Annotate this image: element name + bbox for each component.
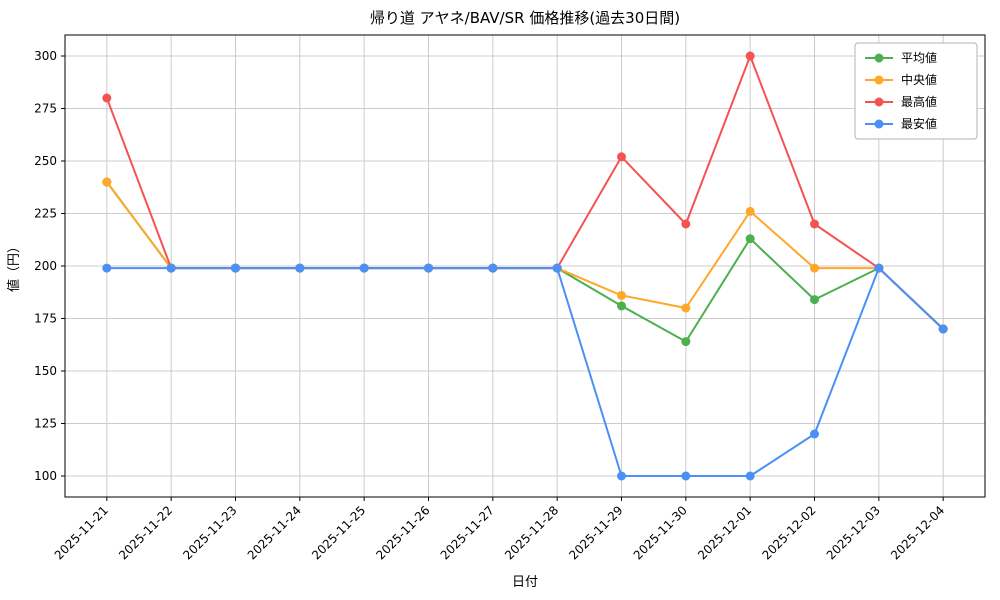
x-tick-label: 2025-12-03 [824, 503, 883, 562]
x-tick-label: 2025-11-30 [631, 503, 690, 562]
x-tick-label: 2025-12-01 [695, 503, 754, 562]
x-tick-label: 2025-11-29 [566, 503, 625, 562]
x-tick-label: 2025-11-24 [245, 503, 304, 562]
y-tick-label: 200 [34, 259, 57, 273]
x-tick-label: 2025-12-04 [888, 503, 947, 562]
chart-title: 帰り道 アヤネ/BAV/SR 価格推移(過去30日間) [370, 9, 680, 27]
y-tick-label: 225 [34, 207, 57, 221]
series-lowest [102, 263, 948, 481]
x-tick-label: 2025-11-27 [438, 503, 497, 562]
y-tick-label: 275 [34, 102, 57, 116]
y-tick-label: 100 [34, 469, 57, 483]
legend-marker-dot [874, 75, 884, 85]
x-tick-label: 2025-11-28 [502, 503, 561, 562]
y-tick-label: 150 [34, 364, 57, 378]
legend-marker-dot [874, 119, 884, 129]
y-tick-label: 175 [34, 312, 57, 326]
x-tick-label: 2025-11-26 [373, 503, 432, 562]
legend-label: 最高値 [901, 94, 937, 109]
x-tick-label: 2025-12-02 [759, 503, 818, 562]
y-axis-label: 値（円） [6, 240, 22, 292]
x-tick-label: 2025-11-22 [116, 503, 175, 562]
y-tick-label: 125 [34, 417, 57, 431]
y-tick-label: 250 [34, 154, 57, 168]
legend-label: 中央値 [901, 72, 937, 87]
x-tick-label: 2025-11-23 [180, 503, 239, 562]
legend-marker-dot [874, 53, 884, 63]
gridlines [65, 35, 985, 497]
x-tick-label: 2025-11-21 [52, 503, 111, 562]
x-tick-label: 2025-11-25 [309, 503, 368, 562]
legend-label: 最安値 [901, 116, 937, 131]
legend-box [854, 42, 978, 140]
y-tick-label: 300 [34, 49, 57, 63]
legend-marker-dot [874, 97, 884, 107]
x-axis-label: 日付 [512, 575, 538, 590]
legend-label: 平均値 [901, 50, 937, 65]
